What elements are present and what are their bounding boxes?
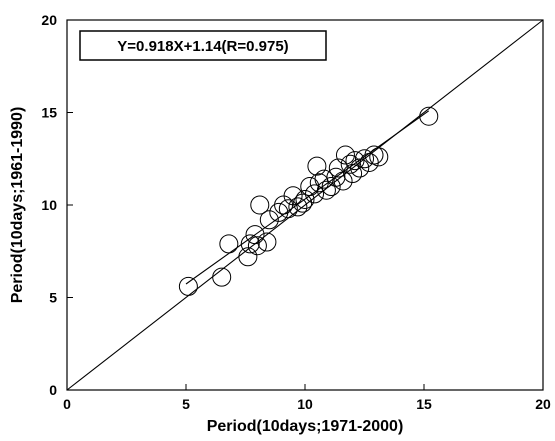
data-point [212, 267, 232, 287]
data-point [247, 236, 267, 256]
x-axis-label: Period(10days;1971-2000) [207, 418, 404, 435]
y-axis-label: Period(10days;1961-1990) [9, 107, 26, 304]
data-point [343, 164, 363, 184]
equation-box [79, 30, 327, 61]
x-tick-label: 10 [297, 396, 313, 412]
data-point [305, 184, 325, 204]
data-point [369, 147, 389, 167]
data-point [340, 154, 360, 174]
equation-annotation: Y=0.918X+1.14(R=0.975) [79, 30, 327, 61]
y-tick-label: 10 [41, 197, 57, 213]
data-point [288, 197, 308, 217]
y-tick-label: 0 [49, 382, 57, 398]
data-point [283, 186, 303, 206]
data-point [250, 195, 270, 215]
y-tick-label: 20 [41, 12, 57, 28]
data-point [419, 106, 439, 126]
data-point [307, 156, 327, 176]
data-point [238, 247, 258, 267]
data-point [321, 177, 341, 196]
data-point [355, 149, 374, 169]
x-tick-label: 15 [416, 396, 432, 412]
data-point [219, 234, 239, 254]
data-point [316, 180, 336, 200]
y-tick-label: 5 [49, 290, 57, 306]
data-point [350, 158, 370, 178]
equation-text: Y=0.918X+1.14(R=0.975) [117, 38, 288, 55]
data-point [328, 158, 348, 178]
one-to-one-line [66, 19, 544, 391]
regression-line [185, 110, 430, 285]
data-point [278, 199, 298, 219]
x-tick-label: 5 [182, 396, 190, 412]
data-point [335, 145, 355, 165]
data-point [257, 232, 277, 252]
data-point [333, 171, 353, 191]
data-point [245, 225, 265, 245]
x-tick-label: 0 [63, 396, 71, 412]
data-point [314, 169, 334, 189]
y-tick-label: 15 [41, 105, 57, 121]
data-point [178, 276, 198, 296]
data-point [240, 234, 260, 254]
data-point [293, 193, 313, 213]
x-tick-label: 20 [535, 396, 551, 412]
data-point [259, 210, 279, 230]
data-point [295, 189, 315, 209]
